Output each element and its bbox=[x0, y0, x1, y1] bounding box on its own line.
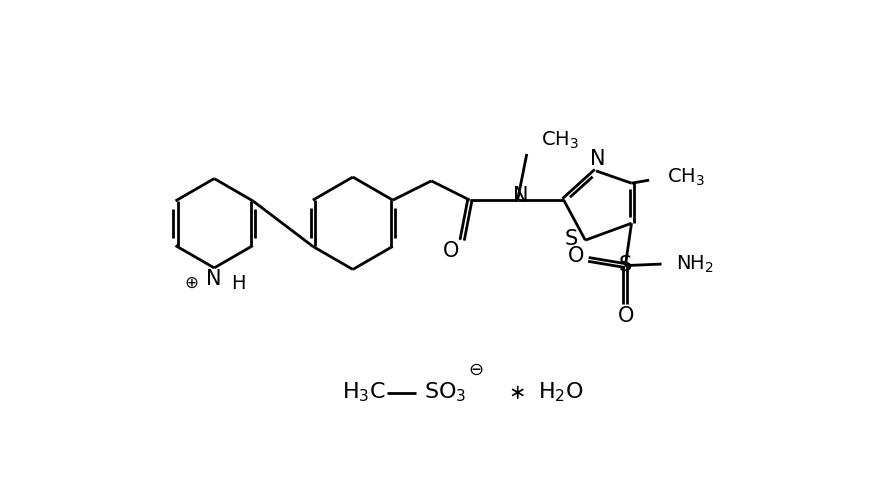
Text: CH$_3$: CH$_3$ bbox=[540, 130, 578, 150]
Text: N: N bbox=[207, 270, 222, 289]
Text: O: O bbox=[617, 306, 634, 326]
Text: H: H bbox=[232, 274, 246, 293]
Text: H$_2$O: H$_2$O bbox=[537, 381, 583, 404]
Text: H$_3$C: H$_3$C bbox=[342, 381, 386, 404]
Text: SO$_3$: SO$_3$ bbox=[424, 381, 466, 404]
Text: S: S bbox=[618, 255, 631, 275]
Text: $\oplus$: $\oplus$ bbox=[183, 274, 198, 292]
Text: $\ast$: $\ast$ bbox=[507, 382, 524, 402]
Text: N: N bbox=[589, 148, 604, 169]
Text: O: O bbox=[568, 246, 584, 266]
Text: S: S bbox=[564, 230, 578, 250]
Text: CH$_3$: CH$_3$ bbox=[666, 166, 704, 188]
Text: N: N bbox=[512, 186, 527, 206]
Text: NH$_2$: NH$_2$ bbox=[676, 254, 713, 274]
Text: O: O bbox=[443, 241, 459, 261]
Text: $\ominus$: $\ominus$ bbox=[468, 360, 483, 378]
